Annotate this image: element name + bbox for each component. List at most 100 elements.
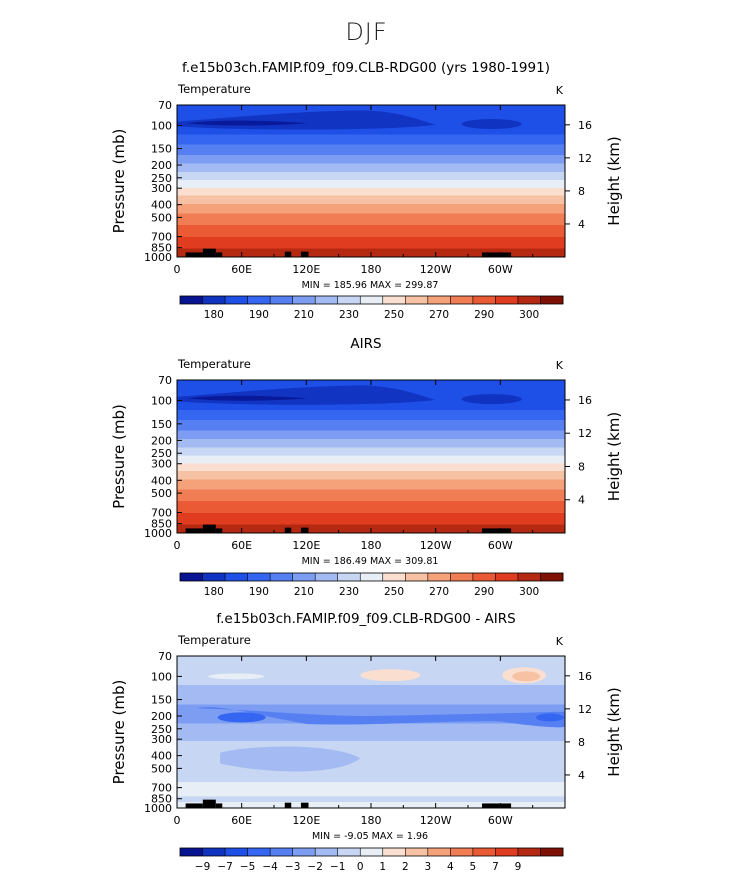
y-tick-label: 150	[151, 694, 172, 707]
x-tick-label: 0	[174, 814, 181, 827]
cold-anomaly-region	[217, 712, 266, 723]
colorbar-swatch	[225, 573, 248, 581]
x-tick-label: 180	[361, 263, 382, 276]
colorbar-label: 2	[402, 861, 409, 872]
topography-mask	[284, 251, 292, 257]
y-tick-label: 700	[151, 231, 172, 244]
height-tick-label: 4	[578, 218, 585, 231]
colorbar-swatch	[540, 296, 564, 304]
colorbar-label: 210	[294, 586, 314, 598]
y-tick-label: 200	[151, 434, 172, 447]
colorbar-label: 250	[384, 586, 404, 598]
colorbar-swatch	[495, 848, 519, 856]
colorbar-swatch	[382, 848, 406, 856]
warm-anomaly-region	[512, 671, 541, 682]
y-tick-label: 400	[151, 474, 172, 487]
x-tick-label: 120W	[420, 539, 452, 552]
x-tick-label: 60E	[231, 539, 252, 552]
x-tick-label: 60E	[231, 263, 252, 276]
colorbar-swatch	[427, 573, 451, 581]
y-tick-label: 500	[151, 762, 172, 775]
colorbar-swatch	[405, 848, 429, 856]
cold-core-region	[187, 395, 307, 401]
y-tick-label: 300	[151, 458, 172, 471]
x-tick-label: 120W	[420, 814, 452, 827]
colorbar-swatch	[450, 296, 474, 304]
colorbar-label: 4	[447, 861, 454, 872]
topography-mask	[185, 528, 203, 533]
right-axis-label: Height (km)	[605, 412, 623, 501]
panel-2: AIRS Temperature K 0 60E 120E 180 120W 60W 70 100 1…	[110, 336, 623, 598]
y-tick-label: 850	[151, 518, 172, 531]
colorbar-swatch	[180, 296, 203, 304]
topography-mask	[215, 252, 223, 257]
y-tick-label: 500	[151, 487, 172, 500]
min-max-stats: MIN = -9.05 MAX = 1.96	[312, 831, 428, 842]
colorbar-label: −1	[330, 861, 345, 872]
height-tick-label: 8	[578, 736, 585, 749]
colorbar-swatch	[337, 296, 361, 304]
cold-anomaly-region	[197, 707, 565, 728]
height-tick-label: 4	[578, 494, 585, 507]
colorbar-swatch	[247, 296, 271, 304]
colorbar-label: 300	[519, 586, 539, 598]
colorbar-swatch	[360, 296, 384, 304]
warm-anomaly-region	[360, 669, 421, 682]
colorbar-label: 1	[379, 861, 386, 872]
colorbar-label: 210	[294, 309, 314, 321]
height-tick-label: 12	[578, 427, 592, 440]
colorbar-label: −7	[217, 861, 232, 872]
x-tick-label: 0	[174, 539, 181, 552]
height-tick-label: 16	[578, 394, 592, 407]
colorbar-label: 5	[470, 861, 477, 872]
y-tick-label: 100	[151, 395, 172, 408]
colorbar-swatch	[292, 573, 316, 581]
y-tick-label: 250	[151, 447, 172, 460]
field-background	[177, 656, 565, 808]
x-tick-label: 180	[361, 539, 382, 552]
colorbar-label: 250	[384, 309, 404, 321]
y-tick-label: 100	[151, 670, 172, 683]
anomaly-region	[220, 746, 361, 772]
colorbar-swatch	[202, 848, 226, 856]
y-tick-label: 70	[158, 99, 172, 112]
y-tick-label: 200	[151, 159, 172, 172]
colorbar-swatch	[517, 573, 541, 581]
cold-anomaly-region	[535, 713, 564, 722]
panel-1: f.e15b03ch.FAMIP.f09_f09.CLB-RDG00 (yrs …	[110, 60, 623, 321]
height-tick-label: 4	[578, 769, 585, 782]
panel-subtitle: Temperature	[177, 633, 251, 647]
x-tick-label: 60W	[488, 539, 513, 552]
colorbar-label: 270	[429, 309, 449, 321]
colorbar-swatch	[270, 848, 293, 856]
colorbar-swatch	[225, 848, 248, 856]
colorbar-swatch	[517, 848, 541, 856]
colorbar-swatch	[247, 848, 271, 856]
colorbar-swatch	[450, 848, 474, 856]
colorbar-label: 230	[339, 309, 359, 321]
topography-mask	[202, 524, 216, 533]
colorbar-label: 0	[357, 861, 364, 872]
colorbar-swatch	[202, 573, 226, 581]
colorbar-swatch	[180, 848, 203, 856]
y-tick-label: 200	[151, 710, 172, 723]
colorbar: −9 −7 −5 −4 −3 −2 −1 0 1 2 3 4 5 7 9	[179, 847, 564, 872]
colorbar-label: 3	[424, 861, 431, 872]
colorbar-swatch	[315, 296, 339, 304]
height-tick-label: 8	[578, 185, 585, 198]
colorbar-swatch	[472, 296, 496, 304]
topography-mask	[482, 803, 512, 808]
units-label: K	[556, 359, 564, 372]
colorbar-swatch	[292, 848, 316, 856]
colorbar-frame	[179, 572, 564, 582]
colorbar-label: −9	[195, 861, 210, 872]
colorbar-swatch	[270, 573, 293, 581]
colorbar-swatch	[180, 573, 203, 581]
colorbar-frame	[179, 847, 564, 857]
colorbar-swatch	[517, 296, 541, 304]
y-tick-label: 70	[158, 650, 172, 663]
colorbar-label: 180	[204, 586, 224, 598]
x-tick-label: 120E	[292, 263, 320, 276]
y-tick-label: 1000	[144, 527, 172, 540]
right-axis-label: Height (km)	[605, 687, 623, 776]
